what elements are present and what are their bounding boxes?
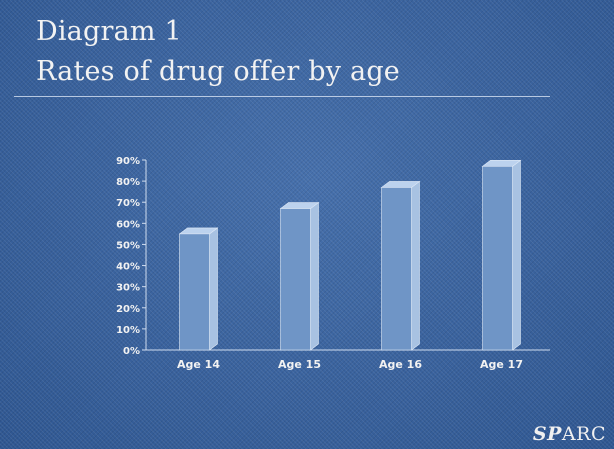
y-tick-label: 0% <box>123 346 140 357</box>
logo-rest-part: ARC <box>561 423 606 445</box>
y-tick-label: 60% <box>116 219 140 230</box>
bar <box>179 233 210 351</box>
x-tick-label: Age 17 <box>480 358 523 371</box>
y-tick-label: 70% <box>116 198 140 209</box>
y-tick-label: 80% <box>116 177 140 188</box>
y-tick-label: 30% <box>116 283 140 294</box>
x-tick-label: Age 15 <box>278 358 321 371</box>
y-tick-label: 10% <box>116 325 140 336</box>
bar-side-face <box>209 227 218 351</box>
bar-side-face <box>310 201 319 351</box>
slide-title-line-1: Diagram 1 <box>36 16 182 47</box>
bar-side-face <box>411 180 420 351</box>
bar <box>381 187 412 351</box>
y-tick-label: 50% <box>116 240 140 251</box>
y-tick-label: 40% <box>116 262 140 273</box>
y-tick-label: 20% <box>116 304 140 315</box>
x-tick-label: Age 14 <box>177 358 220 371</box>
title-divider <box>14 96 550 97</box>
logo-italic-part: SP <box>532 423 562 445</box>
bar <box>280 208 311 351</box>
bar-side-face <box>512 159 521 351</box>
x-tick-label: Age 16 <box>379 358 422 371</box>
slide-title-line-2: Rates of drug offer by age <box>36 56 400 87</box>
bar <box>482 166 513 351</box>
sparc-logo: SPARC <box>533 423 606 445</box>
y-tick-label: 90% <box>116 156 140 167</box>
